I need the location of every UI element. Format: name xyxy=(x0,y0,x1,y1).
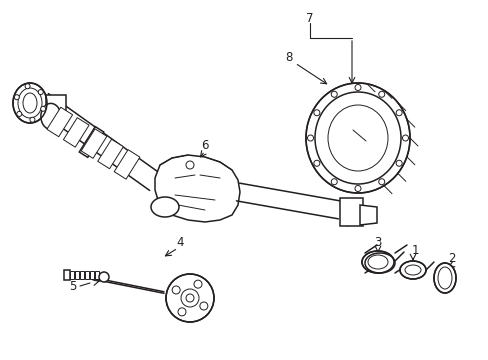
Ellipse shape xyxy=(178,308,185,316)
Ellipse shape xyxy=(151,197,179,217)
Ellipse shape xyxy=(395,160,401,166)
Ellipse shape xyxy=(378,91,384,97)
Ellipse shape xyxy=(200,302,207,310)
Text: 4: 4 xyxy=(176,235,183,248)
Text: 2: 2 xyxy=(447,252,455,265)
Ellipse shape xyxy=(41,103,61,129)
Text: 5: 5 xyxy=(69,279,77,292)
Ellipse shape xyxy=(194,280,202,288)
Ellipse shape xyxy=(165,274,214,322)
Ellipse shape xyxy=(25,84,30,89)
Ellipse shape xyxy=(313,110,319,116)
Ellipse shape xyxy=(307,135,313,141)
Ellipse shape xyxy=(172,286,180,294)
Ellipse shape xyxy=(17,112,22,116)
Ellipse shape xyxy=(361,251,393,273)
Polygon shape xyxy=(81,129,107,158)
Polygon shape xyxy=(75,271,79,279)
Polygon shape xyxy=(47,107,72,137)
Ellipse shape xyxy=(402,135,407,141)
Ellipse shape xyxy=(354,185,360,192)
Polygon shape xyxy=(46,95,66,111)
Text: 8: 8 xyxy=(285,50,292,63)
Polygon shape xyxy=(64,270,70,280)
Polygon shape xyxy=(95,271,99,279)
Polygon shape xyxy=(114,150,140,179)
Ellipse shape xyxy=(330,91,337,97)
Ellipse shape xyxy=(99,272,109,282)
Ellipse shape xyxy=(13,83,47,123)
Ellipse shape xyxy=(364,253,394,273)
Text: 1: 1 xyxy=(410,243,418,257)
Polygon shape xyxy=(70,271,74,279)
Ellipse shape xyxy=(354,85,360,90)
Ellipse shape xyxy=(313,160,319,166)
Polygon shape xyxy=(85,271,89,279)
Ellipse shape xyxy=(30,117,35,122)
Ellipse shape xyxy=(14,95,20,100)
Text: 7: 7 xyxy=(305,12,313,24)
Polygon shape xyxy=(98,139,123,169)
Ellipse shape xyxy=(38,90,43,95)
Ellipse shape xyxy=(399,261,425,279)
Ellipse shape xyxy=(41,106,45,111)
Polygon shape xyxy=(90,271,94,279)
Text: 3: 3 xyxy=(373,235,381,248)
Polygon shape xyxy=(63,118,89,147)
Polygon shape xyxy=(339,198,362,226)
Polygon shape xyxy=(359,205,376,225)
Text: 6: 6 xyxy=(201,139,208,152)
Polygon shape xyxy=(80,271,84,279)
Ellipse shape xyxy=(330,179,337,185)
Ellipse shape xyxy=(185,161,194,169)
Polygon shape xyxy=(155,155,240,222)
Ellipse shape xyxy=(433,263,455,293)
Ellipse shape xyxy=(305,83,409,193)
Ellipse shape xyxy=(378,179,384,185)
Ellipse shape xyxy=(395,110,401,116)
Polygon shape xyxy=(79,127,103,157)
